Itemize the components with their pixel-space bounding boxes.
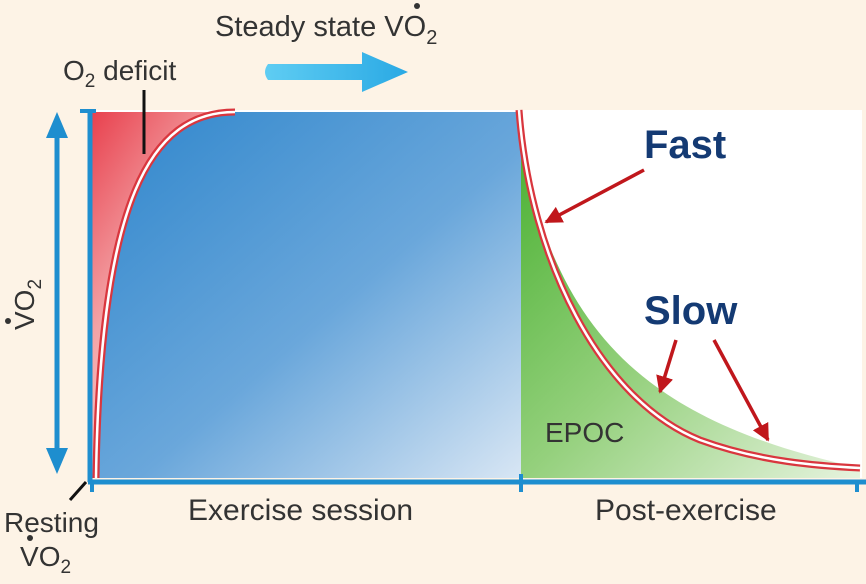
exercise-region: [96, 112, 521, 478]
resting-vo2-label: VO2: [20, 535, 71, 578]
fast-pointer-arrow: [544, 168, 645, 224]
svg-text:VO2: VO2: [9, 279, 46, 330]
vdot-mark: [5, 318, 11, 324]
epoc-label: EPOC: [545, 417, 624, 448]
vdot-mark: [27, 535, 33, 541]
epoc-region: [521, 150, 860, 478]
vdot-mark: [414, 3, 420, 9]
post-exercise-label: Post-exercise: [595, 494, 777, 527]
resting-pointer: [68, 481, 88, 501]
y-axis-label: VO2: [5, 279, 46, 330]
vo2-arrow-up-head: [46, 112, 68, 138]
fast-label: Fast: [644, 123, 726, 167]
vo2-arrow-down-head: [46, 448, 68, 474]
exercise-session-label: Exercise session: [188, 494, 413, 527]
steady-state-arrow: [265, 52, 408, 92]
uptake-curve-inner: [94, 110, 236, 479]
o2-deficit-label: O2 deficit: [63, 55, 177, 92]
recovery-curve-inner: [517, 109, 861, 470]
steady-state-label: Steady state VO2: [215, 3, 437, 49]
slow-label: Slow: [644, 289, 738, 333]
slow-pointer-arrow-1: [656, 339, 678, 394]
slow-pointer-arrow-2: [712, 339, 770, 442]
resting-label: Resting: [4, 507, 99, 538]
svg-text:VO2: VO2: [20, 541, 71, 578]
svg-text:Steady state VO2: Steady state VO2: [215, 11, 437, 49]
